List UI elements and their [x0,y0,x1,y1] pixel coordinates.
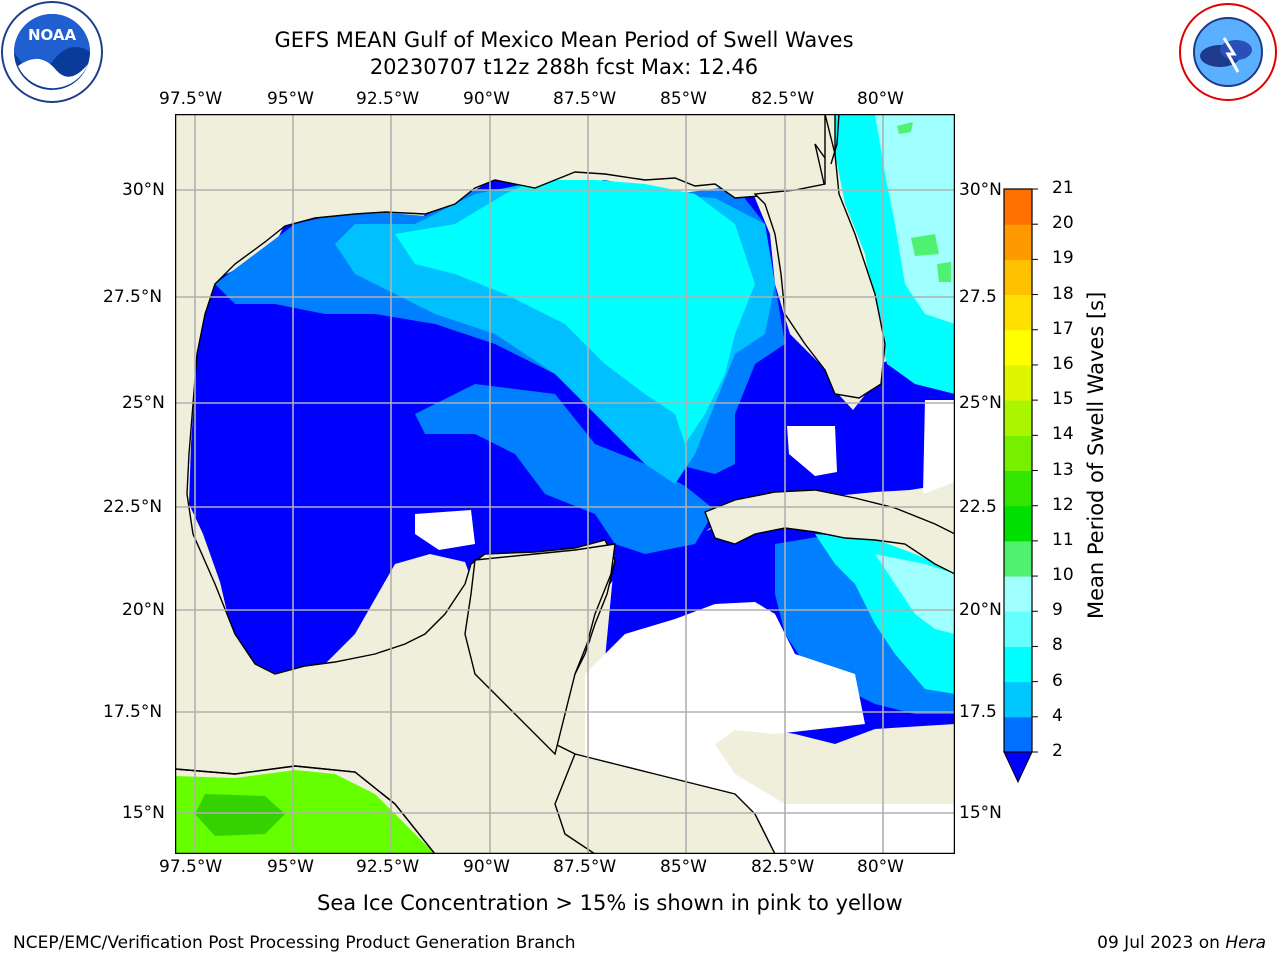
colorbar-tick-label: 12 [1052,494,1074,515]
lon-label-bottom: 97.5°W [159,857,223,877]
colorbar-segment [1004,400,1032,436]
lon-label-bottom: 80°W [857,857,904,877]
colorbar-segment [1004,716,1032,753]
lon-label-top: 97.5°W [159,89,223,109]
colorbar-tick-label: 19 [1052,248,1074,269]
colorbar-segment [1004,329,1032,366]
colorbar-segment [1004,576,1032,612]
nws-logo-icon [1179,3,1277,101]
lon-label-top: 87.5°W [553,89,617,109]
colorbar-tick-label: 8 [1052,635,1063,656]
lon-label-bottom: 90°W [463,857,510,877]
atlantic-green-patch-1 [897,122,913,134]
footer-date-text: 09 Jul 2023 on [1097,933,1226,953]
lat-label-right: 27.5 [959,287,997,307]
colorbar-segment [1004,364,1032,401]
footer-host: Hera [1225,933,1266,953]
footer-date: 09 Jul 2023 on Hera [1097,933,1266,953]
colorbar-tick-label: 10 [1052,565,1074,586]
chart-title-line1: GEFS MEAN Gulf of Mexico Mean Period of … [274,28,854,52]
lon-label-top: 95°W [267,89,314,109]
colorbar-tick-label: 16 [1052,353,1074,374]
colorbar-tick-label: 9 [1052,600,1063,621]
missing-data-yucatan-nw [415,510,475,550]
lat-label-right: 30°N [959,180,1002,200]
lon-label-bottom: 95°W [267,857,314,877]
colorbar-segment [1004,189,1032,225]
land-florida [753,114,886,399]
lat-label-left: 15°N [122,803,165,823]
colorbar-tick-label: 21 [1052,178,1074,198]
lat-label-left: 25°N [122,393,165,413]
lat-label-right: 17.5 [959,702,997,722]
lat-label-right: 22.5 [959,497,997,517]
pacific-green [195,794,285,836]
lat-label-right: 20°N [959,600,1002,620]
lon-label-bottom: 87.5°W [553,857,617,877]
lon-label-top: 85°W [660,89,707,109]
footer-credit: NCEP/EMC/Verification Post Processing Pr… [13,933,576,953]
colorbar-segment [1004,646,1032,683]
land-yucatan [464,543,616,756]
colorbar-segment [1004,224,1032,260]
colorbar-segment [1004,540,1032,577]
colorbar-segment [1004,681,1032,718]
colorbar-tick-label: 17 [1052,318,1074,339]
colorbar-segment [1004,259,1032,296]
lat-label-left: 27.5°N [103,287,163,307]
colorbar-tick-label: 4 [1052,705,1063,726]
lat-label-left: 22.5°N [103,497,163,517]
colorbar-segment [1004,435,1032,471]
colorbar-segment [1004,470,1032,507]
noaa-logo-icon: NOAA [1,1,103,103]
lon-label-bottom: 92.5°W [356,857,420,877]
chart-title-line2: 20230707 t12z 288h fcst Max: 12.46 [369,55,759,79]
land-cuba [704,489,955,575]
lat-label-right: 25°N [959,393,1002,413]
lat-label-right: 15°N [959,803,1002,823]
colorbar-tick-label: 14 [1052,424,1074,445]
sea-ice-caption: Sea Ice Concentration > 15% is shown in … [317,891,903,915]
colorbar-tick-label: 15 [1052,389,1074,410]
colorbar-segment [1004,505,1032,542]
colorbar-tick-label: 6 [1052,670,1063,691]
lon-label-bottom: 85°W [660,857,707,877]
colorbar-tick-label: 11 [1052,529,1074,550]
noaa-logo-text: NOAA [28,26,77,44]
missing-data-keys [787,426,837,476]
atlantic-green-patch-2 [911,234,939,256]
colorbar-segment [1004,611,1032,647]
lon-label-top: 90°W [463,89,510,109]
atlantic-green-patch-3 [937,262,951,282]
atlantic-pale-cyan [875,114,955,324]
colorbar-segment [1004,294,1032,331]
colorbar-tick-label: 18 [1052,283,1074,304]
lon-label-top: 82.5°W [751,89,815,109]
gulf-map [175,114,955,854]
lon-label-top: 80°W [857,89,904,109]
caribbean-pale-cyan [875,554,955,634]
missing-data-east [923,400,955,494]
colorbar-extend-triangle [1003,751,1033,784]
colorbar-tick-label: 2 [1052,741,1063,761]
lon-label-bottom: 82.5°W [751,857,815,877]
land-bahamas-coast [830,114,840,165]
lat-label-left: 30°N [122,180,165,200]
colorbar [1003,188,1038,784]
colorbar-tick-label: 20 [1052,213,1074,234]
graticule [175,114,955,854]
land-honduras [554,753,776,854]
colorbar-tick-label: 13 [1052,459,1074,480]
map-frame [175,114,955,854]
lon-label-top: 92.5°W [356,89,420,109]
lat-label-left: 20°N [122,600,165,620]
colorbar-title: Mean Period of Swell Waves [s] [1084,291,1108,619]
gulf-cyan [395,180,755,444]
lat-label-left: 17.5°N [103,702,163,722]
